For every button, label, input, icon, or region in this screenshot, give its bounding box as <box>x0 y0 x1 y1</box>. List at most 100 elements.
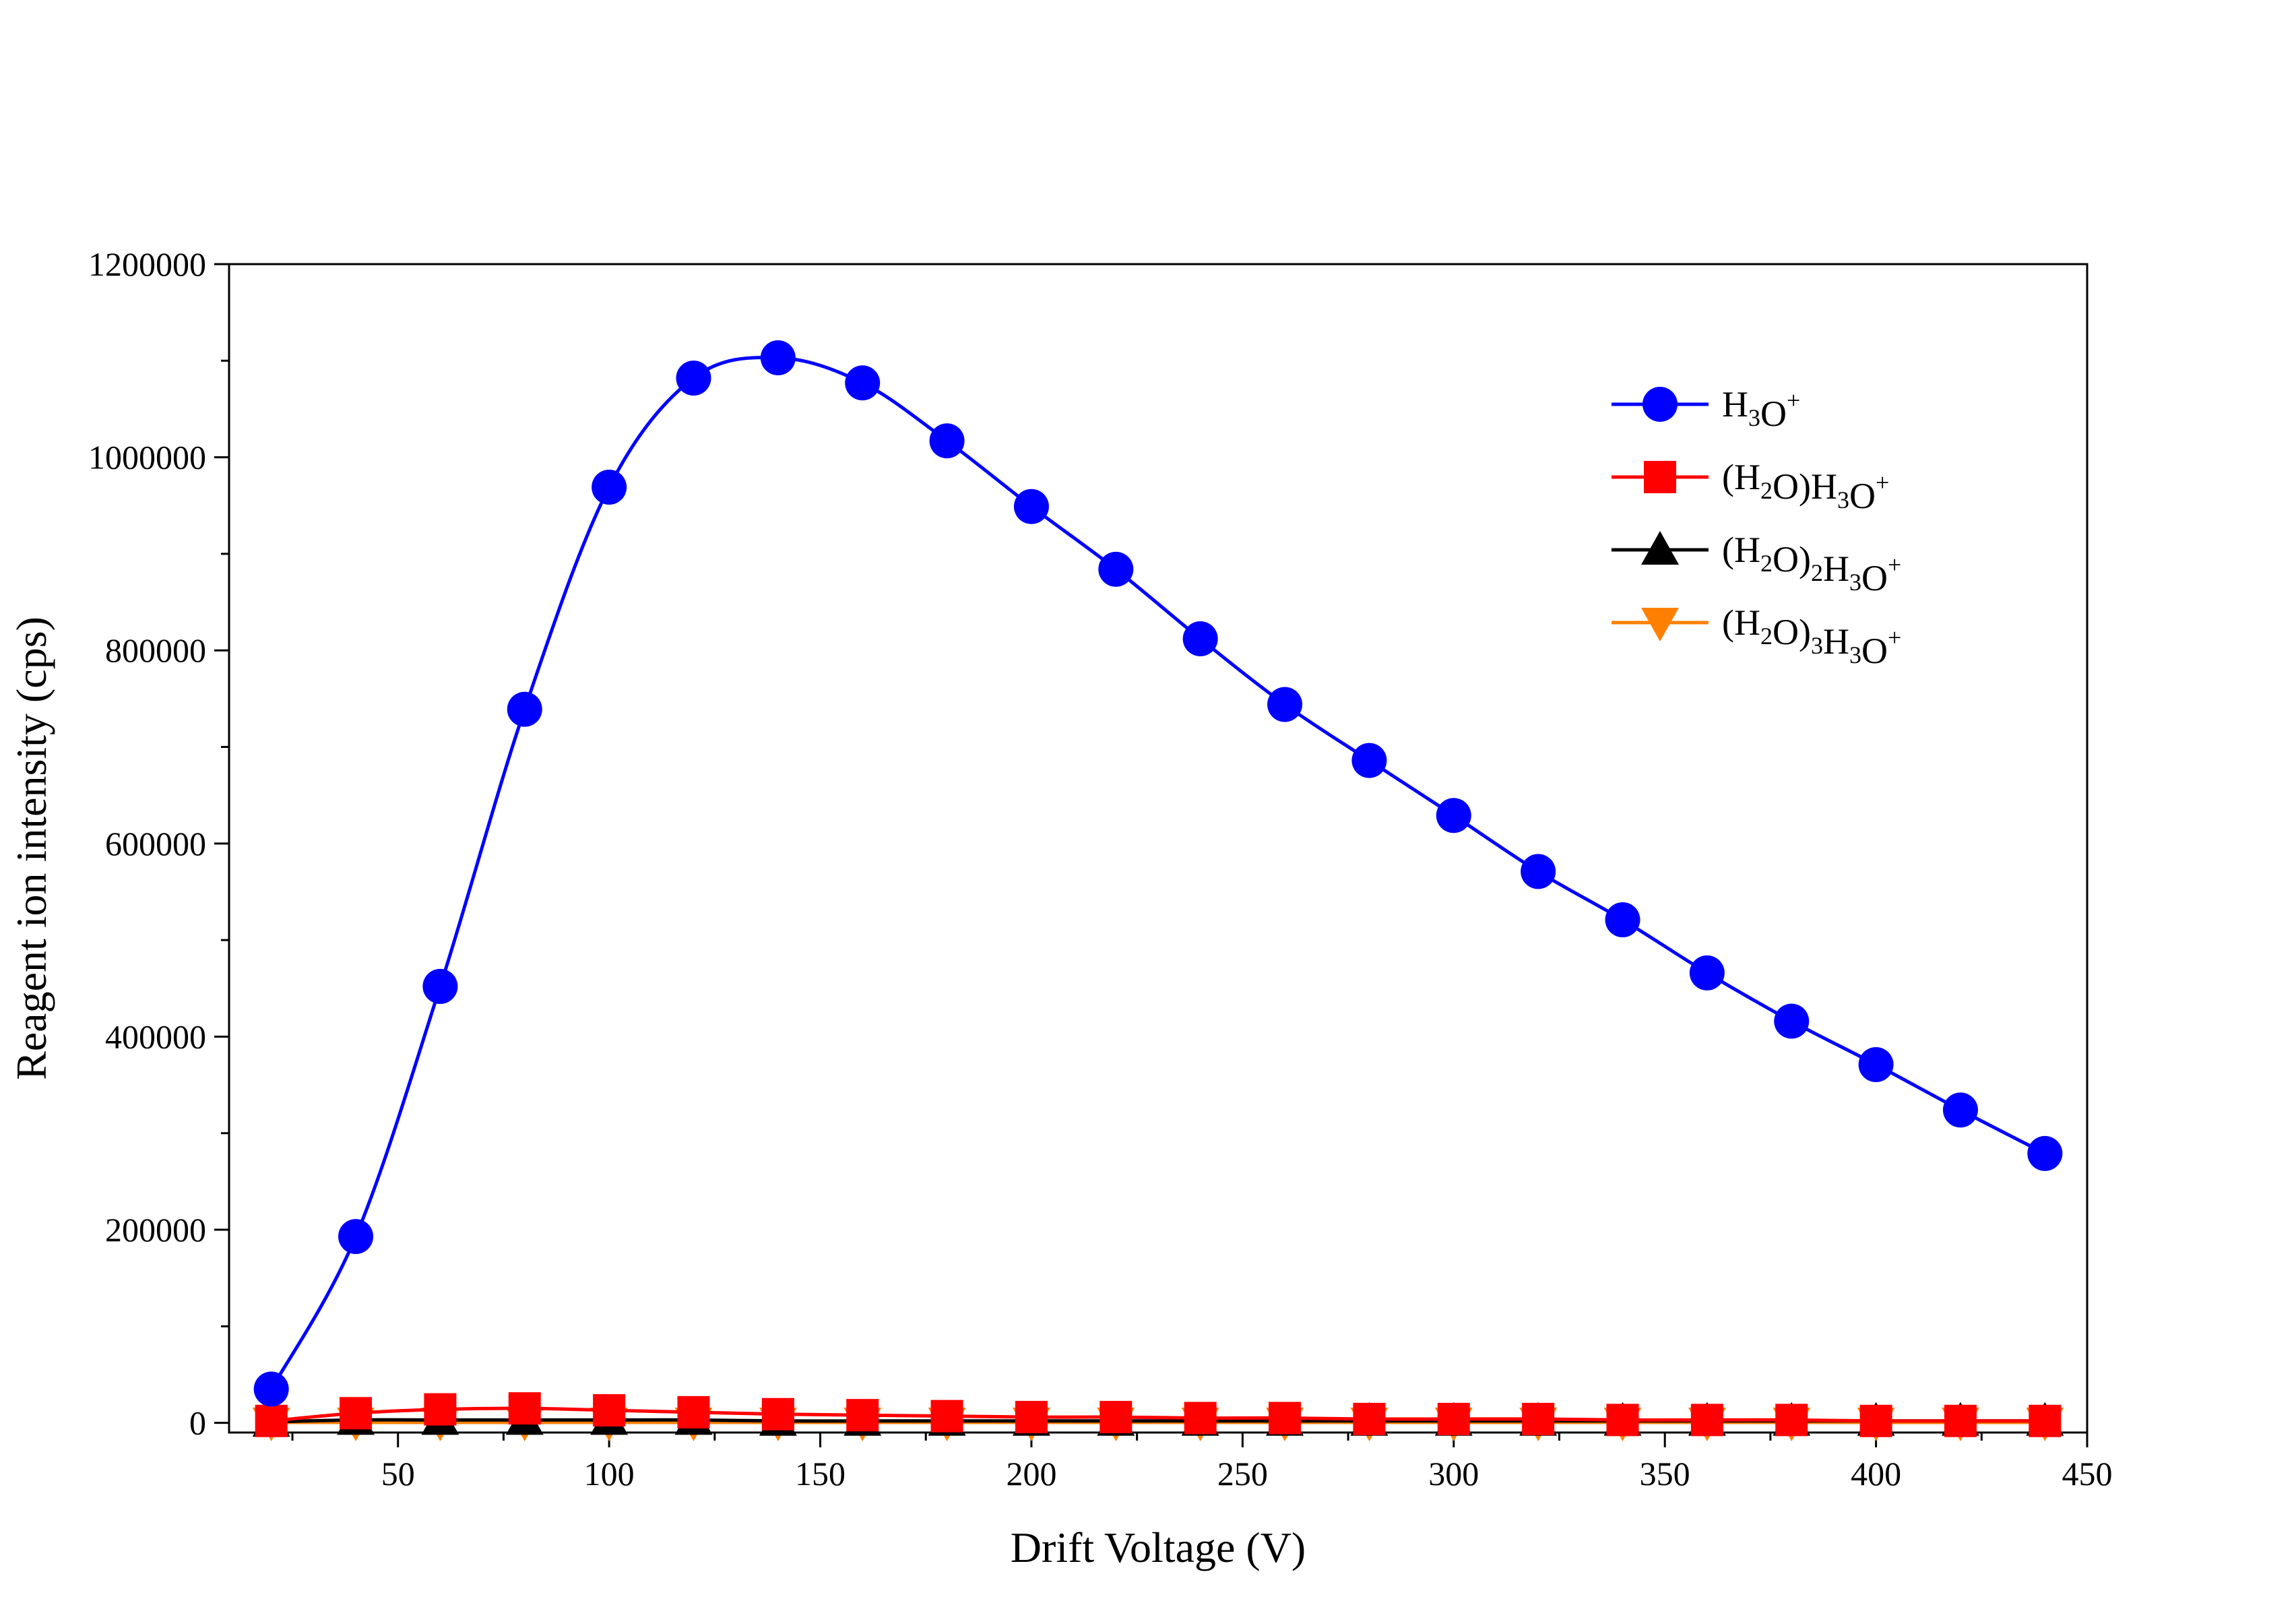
legend-label-part: 3 <box>1748 404 1760 431</box>
legend: H3O+(H2O)H3O+(H2O)2H3O+(H2O)3H3O+ <box>1612 384 1901 671</box>
legend-item: (H2O)2H3O+ <box>1612 530 1901 598</box>
data-point <box>677 1395 710 1428</box>
y-tick-label: 1200000 <box>88 245 206 283</box>
legend-item: H3O+ <box>1612 384 1800 434</box>
data-point <box>1013 489 1049 524</box>
data-point <box>507 691 542 727</box>
y-tick-label: 0 <box>189 1404 206 1442</box>
legend-label-part: 3 <box>1849 569 1861 596</box>
legend-label-part: + <box>1888 551 1901 578</box>
data-point <box>929 423 965 459</box>
legend-label-part: O <box>1849 476 1876 516</box>
legend-label: (H2O)3H3O+ <box>1722 602 1901 671</box>
legend-label-part: + <box>1787 387 1800 414</box>
series-line <box>271 1406 2045 1423</box>
x-tick-label: 350 <box>1640 1455 1690 1492</box>
legend-label: (H2O)2H3O+ <box>1722 530 1901 598</box>
y-axis-title: Reagent ion intensity (cps) <box>7 617 55 1080</box>
x-tick-label: 150 <box>795 1455 846 1492</box>
legend-label-part: 3 <box>1849 641 1861 668</box>
legend-label-part: H <box>1722 384 1748 425</box>
data-point <box>338 1219 374 1255</box>
data-point <box>761 1397 794 1431</box>
legend-item: (H2O)3H3O+ <box>1612 602 1901 671</box>
data-point <box>1353 1402 1386 1435</box>
data-point <box>1099 1401 1133 1434</box>
data-point <box>1775 1404 1808 1437</box>
legend-label-part: + <box>1876 469 1889 496</box>
x-tick-label: 250 <box>1217 1455 1268 1492</box>
data-point <box>253 1371 289 1407</box>
legend-label-part: 3 <box>1837 486 1849 513</box>
data-point <box>845 365 881 401</box>
data-point <box>1690 1404 1723 1437</box>
data-point <box>1182 621 1218 657</box>
y-tick-label: 1000000 <box>88 439 206 476</box>
y-tick-label: 600000 <box>105 825 206 862</box>
data-point <box>340 1397 373 1430</box>
data-point <box>508 1392 541 1425</box>
data-point <box>1606 1404 1639 1437</box>
y-tick-label: 800000 <box>105 631 206 669</box>
legend-label-part: O)H <box>1773 466 1837 507</box>
y-tick-label: 200000 <box>105 1211 206 1249</box>
data-point <box>1774 1003 1810 1039</box>
series-line <box>269 356 2046 1390</box>
series-layer <box>252 340 2064 1441</box>
data-point <box>424 1393 457 1426</box>
data-point <box>1351 743 1387 778</box>
x-axis: 50 100 150 200 250 300 350 400 450 <box>291 1433 2113 1492</box>
series-0 <box>253 340 2063 1407</box>
data-point <box>676 360 711 396</box>
data-point <box>1858 1047 1894 1083</box>
data-point <box>2027 1135 2063 1171</box>
legend-label-part: + <box>1888 624 1901 651</box>
legend-label-part: (H <box>1722 602 1760 643</box>
legend-marker <box>1644 461 1676 493</box>
y-tick-label: 400000 <box>105 1017 206 1055</box>
legend-label-part: 2 <box>1760 477 1773 504</box>
legend-marker <box>1643 387 1678 422</box>
legend-label-part: 2 <box>1760 550 1773 577</box>
data-point <box>1944 1404 1977 1437</box>
legend-item: (H2O)H3O+ <box>1612 457 1889 516</box>
legend-label-part: 2 <box>1760 623 1773 650</box>
legend-label-part: O <box>1861 631 1888 671</box>
series-1 <box>255 1392 2062 1437</box>
x-tick-label: 400 <box>1851 1455 1901 1492</box>
data-point <box>422 968 458 1004</box>
legend-marker <box>1641 531 1679 565</box>
legend-marker <box>1641 608 1679 641</box>
x-tick-label: 200 <box>1006 1455 1056 1492</box>
data-point <box>1689 955 1725 991</box>
data-point <box>1437 1402 1470 1435</box>
legend-label: (H2O)H3O+ <box>1722 457 1889 516</box>
x-tick-label: 50 <box>381 1455 415 1492</box>
legend-label-part: (H <box>1722 530 1760 570</box>
data-point <box>2029 1404 2062 1437</box>
data-point <box>1436 798 1471 834</box>
x-tick-label: 100 <box>584 1455 635 1492</box>
legend-label-part: 3 <box>1811 632 1823 659</box>
data-point <box>930 1400 963 1433</box>
data-point <box>592 470 627 505</box>
data-point <box>846 1399 879 1432</box>
legend-label: H3O+ <box>1722 384 1800 434</box>
data-point <box>1605 902 1640 938</box>
x-axis-title: Drift Voltage (V) <box>1011 1523 1306 1571</box>
legend-label-part: O <box>1861 558 1888 598</box>
data-point <box>1098 551 1134 587</box>
data-point <box>1184 1402 1217 1435</box>
legend-label-part: H <box>1823 548 1849 589</box>
data-point <box>1267 687 1303 722</box>
data-point <box>1521 854 1556 889</box>
plot-frame <box>228 263 2088 1434</box>
legend-label-part: O <box>1760 394 1787 434</box>
data-point <box>1269 1402 1302 1435</box>
data-point <box>760 340 796 376</box>
data-point <box>255 1404 288 1437</box>
data-point <box>593 1394 626 1427</box>
data-point <box>1942 1092 1978 1128</box>
legend-label-part: (H <box>1722 457 1760 497</box>
